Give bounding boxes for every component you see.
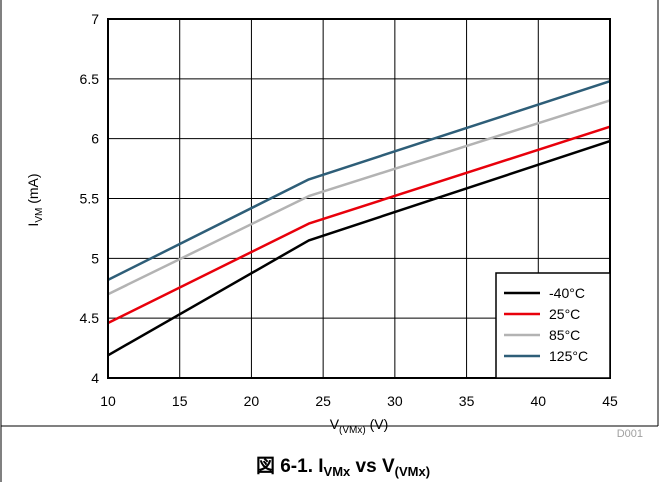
y-tick-label-2: 5 xyxy=(91,250,99,266)
legend-label-2: 85°C xyxy=(549,327,580,343)
legend: -40°C 25°C 85°C 125°C xyxy=(495,272,611,379)
legend-label-3: 125°C xyxy=(549,348,588,364)
legend-label-1: 25°C xyxy=(549,306,580,322)
series-line-0 xyxy=(107,139,611,357)
plot-area xyxy=(107,18,611,379)
y-tick-label-6: 7 xyxy=(91,11,99,27)
x-tick-label-4: 30 xyxy=(387,393,403,409)
series-line-2 xyxy=(107,99,611,296)
y-tick-labels: 4 4.5 5 5.5 6 6.5 7 xyxy=(80,11,100,386)
x-tick-label-0: 10 xyxy=(100,393,116,409)
y-axis-label: IVM (mA) xyxy=(25,173,45,226)
series-line-1 xyxy=(107,125,611,325)
x-tick-label-6: 40 xyxy=(530,393,546,409)
y-tick-label-4: 6 xyxy=(91,131,99,147)
figure-id: D001 xyxy=(617,428,643,440)
y-tick-label-1: 4.5 xyxy=(80,310,100,326)
x-tick-label-2: 20 xyxy=(244,393,260,409)
x-tick-label-7: 45 xyxy=(602,393,618,409)
x-tick-label-5: 35 xyxy=(459,393,475,409)
y-tick-label-3: 5.5 xyxy=(80,191,100,207)
series-line-3 xyxy=(107,80,611,282)
y-tick-label-0: 4 xyxy=(91,370,99,386)
y-tick-label-5: 6.5 xyxy=(80,71,100,87)
legend-label-0: -40°C xyxy=(549,285,585,301)
figure-caption: 図 6-1. IVMx vs V(VMx) xyxy=(256,455,430,479)
x-axis-label: V(VMx) (V) xyxy=(330,416,389,436)
legend-box xyxy=(495,272,611,379)
x-tick-label-3: 25 xyxy=(315,393,331,409)
x-tick-label-1: 15 xyxy=(172,393,188,409)
series-layer xyxy=(107,80,611,357)
x-tick-labels: 10 15 20 25 30 35 40 45 xyxy=(100,393,618,409)
